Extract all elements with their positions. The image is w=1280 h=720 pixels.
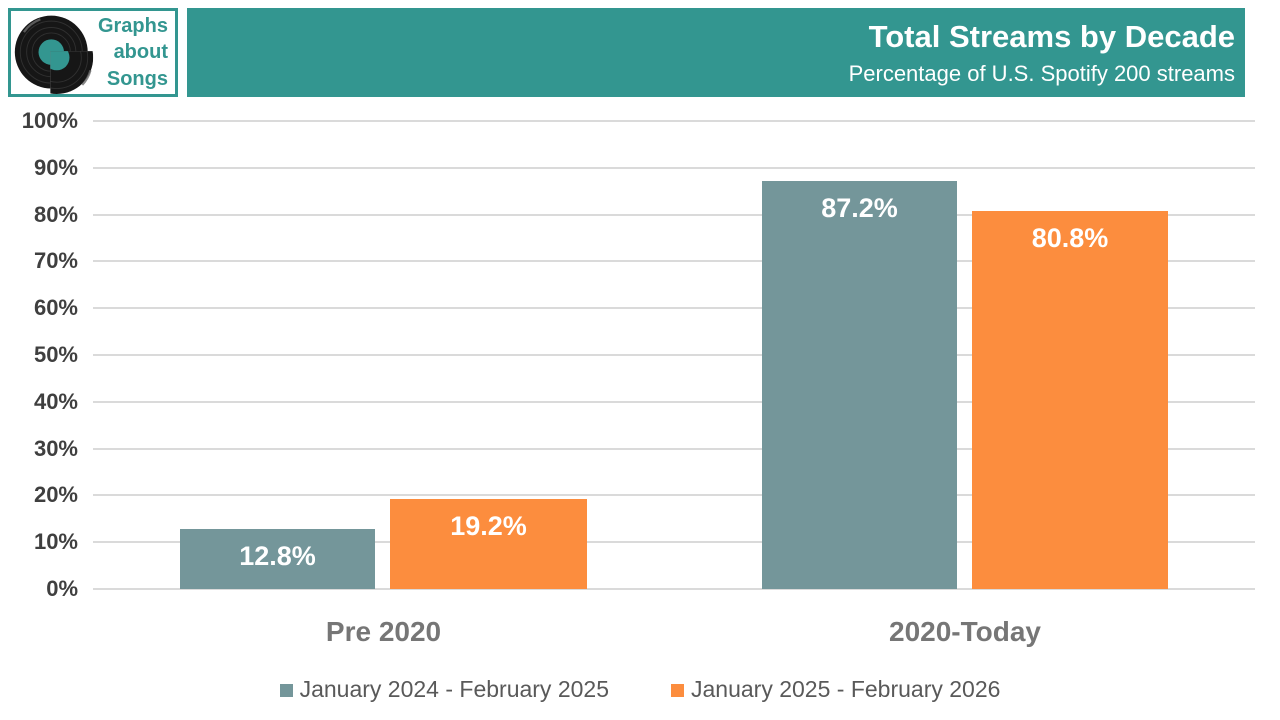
gridline [93, 400, 1255, 403]
bar-value-label: 19.2% [450, 511, 527, 542]
y-tick-label: 40% [33, 388, 78, 414]
bar-2020today-series2: 80.8% [972, 210, 1168, 589]
bar-2020today-series1: 87.2% [762, 180, 957, 589]
legend-label-series1: January 2024 - February 2025 [299, 675, 609, 702]
gridline [93, 494, 1255, 497]
y-tick-label: 90% [33, 154, 78, 180]
gridline [93, 354, 1255, 356]
legend-swatch-series2 [671, 683, 684, 697]
gridline [93, 541, 1255, 544]
y-tick-label: 70% [33, 248, 78, 274]
header-band: Total Streams by Decade Percentage of U.… [187, 8, 1245, 97]
x-axis-label-2020today: 2020-Today [889, 616, 1041, 647]
bar-value-label: 87.2% [821, 192, 898, 223]
gridline [93, 120, 1255, 122]
gridline [93, 166, 1255, 169]
logo-line-3: Songs [106, 67, 168, 90]
y-tick-label: 80% [33, 201, 78, 227]
legend-label-series2: January 2025 - February 2026 [691, 675, 1001, 702]
bar-pre2020-series1: 12.8% [180, 529, 375, 589]
y-tick-label: 30% [33, 435, 78, 461]
y-tick-label: 20% [33, 482, 78, 508]
gridline [93, 213, 1255, 216]
y-axis: 0% 10% 20% 30% 40% 50% 60% 70% 80% 90% 100% [0, 108, 78, 601]
y-tick-label: 10% [33, 529, 78, 555]
legend-item-series1: January 2024 - February 2025 [279, 675, 609, 703]
y-tick-label: 0% [46, 576, 78, 601]
y-tick-label: 50% [33, 342, 78, 367]
legend-item-series2: January 2025 - February 2026 [671, 676, 1000, 703]
y-tick-label: 100% [21, 108, 78, 133]
legend: January 2024 - February 2025 January 202… [0, 672, 1280, 706]
logo: Graphs about Songs [8, 8, 178, 97]
bar-value-label: 80.8% [1031, 222, 1109, 253]
plot-area: 12.8% 19.2% 87.2% 80.8% [93, 120, 1255, 590]
logo-line-1: Graphs [97, 14, 168, 37]
vinyl-record-icon [14, 15, 94, 94]
x-axis-label-pre2020: Pre 2020 [325, 616, 442, 647]
logo-line-2: about [113, 41, 168, 64]
bar-value-label: 12.8% [239, 541, 316, 572]
chart-title: Total Streams by Decade [868, 19, 1235, 54]
gridline [93, 307, 1255, 310]
y-tick-label: 60% [33, 295, 78, 321]
bar-pre2020-series2: 19.2% [390, 499, 587, 589]
logo-wordmark: Graphs about Songs [95, 13, 175, 92]
gridline [93, 447, 1255, 450]
legend-swatch-series1 [279, 683, 293, 697]
chart-subtitle: Percentage of U.S. Spotify 200 streams [848, 61, 1235, 86]
gridline [93, 260, 1255, 263]
gridline [93, 588, 1255, 590]
